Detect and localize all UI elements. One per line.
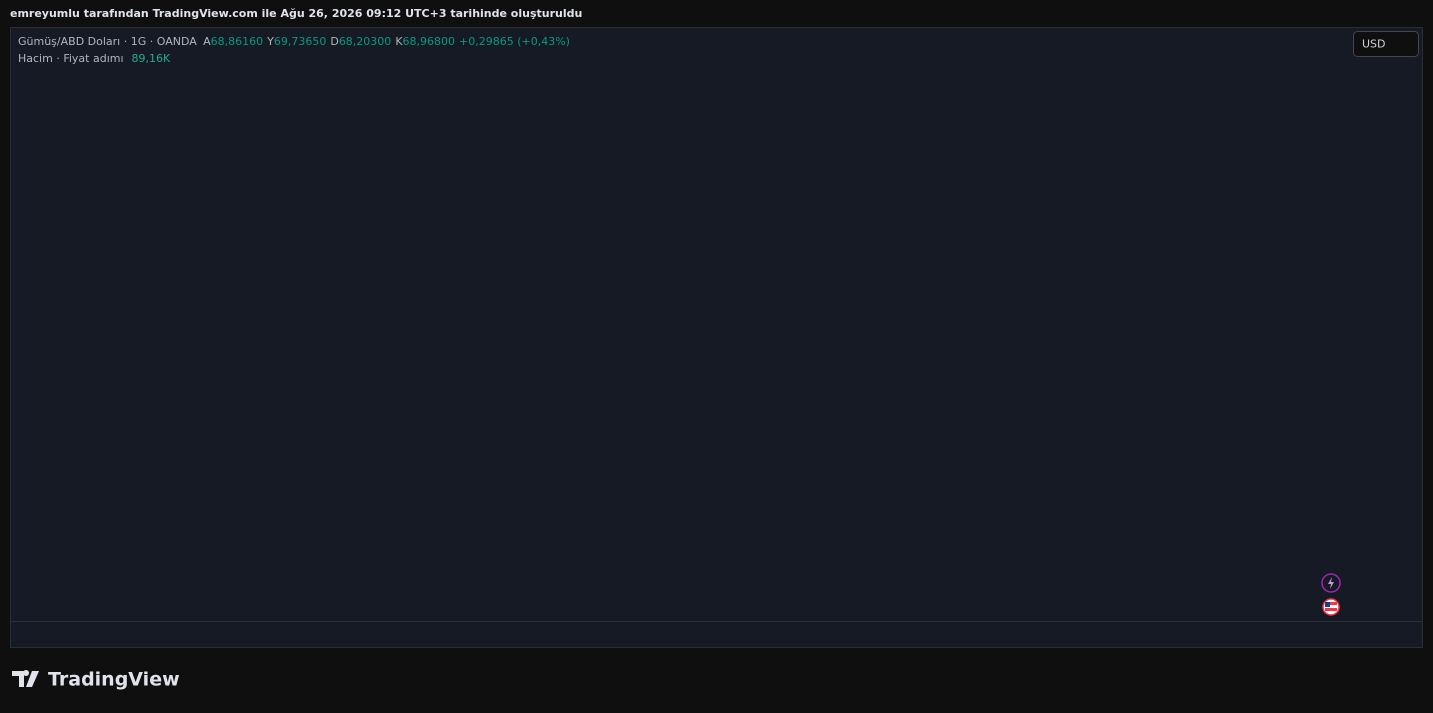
symbol: Gümüş/ABD Doları · 1G · OANDA [18, 35, 197, 48]
legend-value: 68,20300 [339, 35, 392, 48]
legend-change: +0,29865 (+0,43%) [459, 35, 570, 48]
legend-value: 68,96800 [403, 35, 456, 48]
banner: emreyumlu tarafından TradingView.com ile… [10, 7, 582, 20]
flag-stripe [1325, 608, 1337, 611]
logo-mark [12, 670, 39, 687]
volume-title: Hacim · Fiyat adımı [18, 52, 124, 65]
legend-value: 68,86160 [211, 35, 264, 48]
flag-stripe [1325, 602, 1337, 605]
volume-legend: Hacim · Fiyat adımı 89,16K [18, 52, 171, 65]
currency-label[interactable]: USD [1362, 38, 1386, 51]
volume-value: 89,16K [132, 52, 171, 65]
legend-value: 69,73650 [274, 35, 327, 48]
logo-text: TradingView [48, 669, 180, 691]
legend: Gümüş/ABD Doları · 1G · OANDA A68,86160 Y6… [18, 35, 570, 48]
flag-canton [1325, 602, 1330, 607]
lightning-icon [1328, 577, 1334, 589]
chart-panel [10, 27, 1423, 648]
logo: TradingView [12, 669, 180, 691]
legend-key: Y [266, 35, 274, 48]
legend-key: D [330, 35, 338, 48]
legend-key: K [395, 35, 403, 48]
legend-key: A [203, 35, 211, 48]
currency-button[interactable] [1353, 31, 1419, 57]
